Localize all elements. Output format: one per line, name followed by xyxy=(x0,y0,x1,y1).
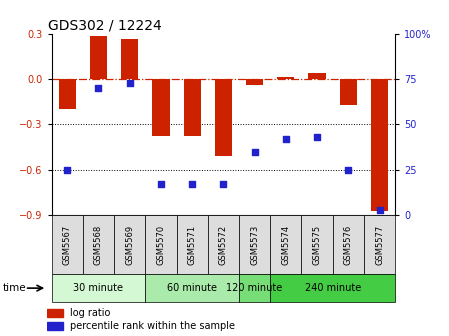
Text: GSM5571: GSM5571 xyxy=(188,224,197,264)
Point xyxy=(313,134,321,140)
Bar xyxy=(145,215,176,274)
Bar xyxy=(114,215,145,274)
Bar xyxy=(270,274,395,302)
Point xyxy=(282,136,290,141)
Text: 120 minute: 120 minute xyxy=(226,283,283,293)
Bar xyxy=(215,79,232,156)
Text: 60 minute: 60 minute xyxy=(167,283,217,293)
Bar xyxy=(184,79,201,136)
Bar xyxy=(152,79,170,136)
Bar xyxy=(239,274,270,302)
Bar xyxy=(301,215,333,274)
Text: GSM5572: GSM5572 xyxy=(219,224,228,264)
Bar xyxy=(121,39,138,79)
Point xyxy=(345,167,352,172)
Point xyxy=(220,181,227,187)
Bar xyxy=(208,215,239,274)
Bar xyxy=(246,79,263,85)
Bar xyxy=(176,215,208,274)
Text: GSM5567: GSM5567 xyxy=(63,224,72,264)
Bar xyxy=(83,215,114,274)
Text: GSM5575: GSM5575 xyxy=(313,224,321,264)
Bar xyxy=(270,215,301,274)
Bar xyxy=(239,215,270,274)
Text: 240 minute: 240 minute xyxy=(304,283,361,293)
Bar xyxy=(59,79,76,109)
Bar xyxy=(364,215,395,274)
Bar xyxy=(308,73,326,79)
Point xyxy=(189,181,196,187)
Bar xyxy=(340,79,357,105)
Point xyxy=(376,207,383,212)
Bar xyxy=(145,274,239,302)
Text: GSM5577: GSM5577 xyxy=(375,224,384,264)
Text: log ratio: log ratio xyxy=(70,308,110,318)
Bar xyxy=(52,215,83,274)
Text: percentile rank within the sample: percentile rank within the sample xyxy=(70,321,235,331)
Bar xyxy=(47,309,63,317)
Point xyxy=(157,181,164,187)
Point xyxy=(95,85,102,91)
Text: GSM5570: GSM5570 xyxy=(156,224,165,264)
Text: GSM5568: GSM5568 xyxy=(94,224,103,264)
Bar xyxy=(90,36,107,79)
Text: 30 minute: 30 minute xyxy=(74,283,123,293)
Text: GSM5573: GSM5573 xyxy=(250,224,259,264)
Bar xyxy=(371,79,388,210)
Bar xyxy=(277,77,295,79)
Text: GSM5569: GSM5569 xyxy=(125,224,134,264)
Bar xyxy=(333,215,364,274)
Text: GSM5574: GSM5574 xyxy=(282,224,291,264)
Point xyxy=(64,167,71,172)
Bar xyxy=(47,322,63,330)
Text: time: time xyxy=(2,283,26,293)
Bar xyxy=(52,274,145,302)
Point xyxy=(126,80,133,85)
Text: GSM5576: GSM5576 xyxy=(344,224,353,264)
Text: GDS302 / 12224: GDS302 / 12224 xyxy=(48,18,162,33)
Point xyxy=(251,149,258,154)
